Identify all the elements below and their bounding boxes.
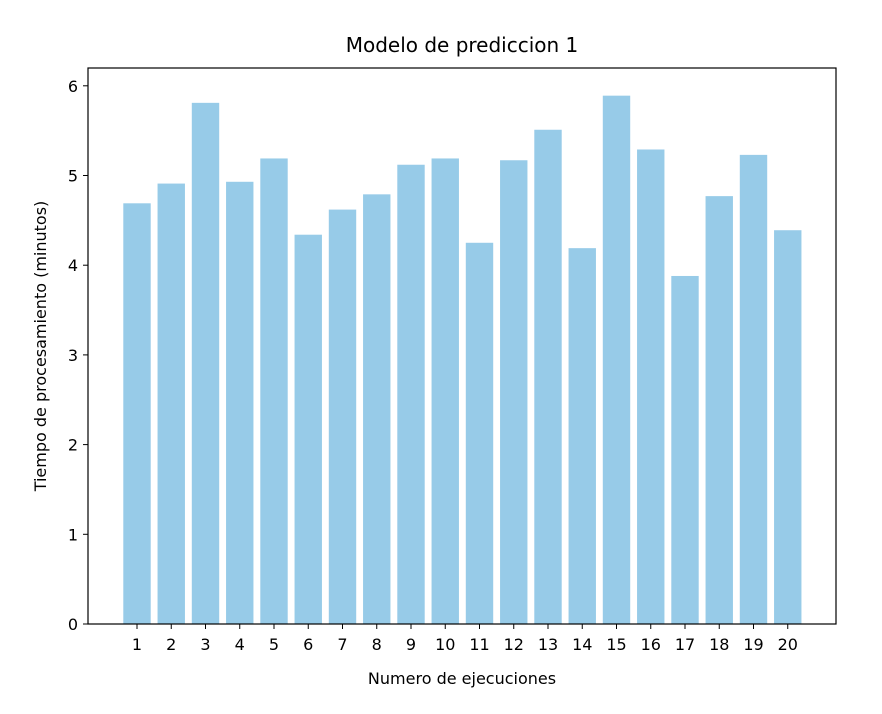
bar-13 — [534, 129, 562, 625]
bar-17 — [671, 275, 699, 624]
y-tick-label: 3 — [68, 346, 78, 365]
x-tick-label: 8 — [372, 635, 382, 654]
bar-5 — [260, 158, 288, 624]
x-tick-label: 14 — [572, 635, 592, 654]
x-tick-label: 6 — [303, 635, 313, 654]
x-tick-label: 3 — [200, 635, 210, 654]
y-tick-label: 5 — [68, 167, 78, 186]
y-axis-ticks: 0 1 2 3 4 5 6 — [68, 77, 88, 634]
y-tick-label: 2 — [68, 436, 78, 455]
bar-6 — [294, 234, 322, 624]
y-tick-label: 6 — [68, 77, 78, 96]
plot-frame — [87, 67, 837, 625]
bar-7 — [328, 209, 357, 624]
x-tick-label: 18 — [709, 635, 729, 654]
chart-title: Modelo de prediccion 1 — [346, 33, 579, 57]
x-tick-label: 19 — [743, 635, 763, 654]
x-tick-label: 2 — [166, 635, 176, 654]
bars-group — [123, 95, 802, 625]
bar-10 — [431, 158, 459, 624]
x-tick-label: 5 — [269, 635, 279, 654]
x-tick-label: 10 — [435, 635, 455, 654]
x-axis-label: Numero de ejecuciones — [368, 669, 556, 688]
x-tick-label: 11 — [469, 635, 489, 654]
y-tick-label: 4 — [68, 256, 78, 275]
y-axis-label: Tiempo de procesamiento (minutos) — [31, 201, 50, 493]
bar-4 — [226, 181, 254, 625]
x-tick-label: 7 — [337, 635, 347, 654]
x-tick-label: 16 — [641, 635, 661, 654]
bar-16 — [637, 149, 665, 624]
x-tick-label: 20 — [778, 635, 798, 654]
bar-14 — [568, 248, 596, 625]
x-tick-label: 17 — [675, 635, 695, 654]
x-tick-label: 13 — [538, 635, 558, 654]
bar-12 — [500, 160, 528, 624]
x-tick-label: 12 — [504, 635, 524, 654]
bar-19 — [739, 154, 768, 624]
x-tick-label: 4 — [235, 635, 245, 654]
y-tick-label: 1 — [68, 525, 78, 544]
bar-8 — [363, 194, 391, 624]
x-tick-label: 1 — [132, 635, 142, 654]
x-tick-label: 15 — [606, 635, 626, 654]
bar-2 — [157, 183, 185, 624]
bar-20 — [774, 230, 802, 625]
y-tick-label: 0 — [68, 615, 78, 634]
bar-9 — [397, 164, 425, 624]
x-tick-label: 9 — [406, 635, 416, 654]
bar-3 — [191, 102, 220, 624]
bar-11 — [465, 242, 494, 624]
bar-1 — [123, 203, 151, 624]
bar-18 — [705, 196, 733, 625]
x-axis-ticks: 1 2 3 4 5 6 7 8 9 10 11 12 13 14 15 16 17 18 19 20 — [132, 624, 798, 654]
bar-15 — [602, 95, 631, 625]
